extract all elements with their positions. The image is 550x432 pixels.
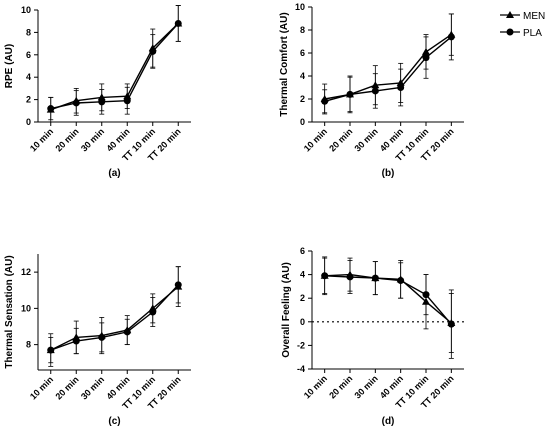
data-point-circle	[149, 47, 157, 55]
y-tick-label: 2	[300, 293, 305, 303]
y-tick-label: -2	[297, 340, 305, 350]
y-tick-label: 6	[300, 48, 305, 58]
y-axis-label: RPE (AU)	[4, 44, 15, 88]
data-point-circle	[422, 54, 430, 62]
x-tick-label: 20 min	[53, 374, 80, 401]
data-point-circle	[47, 346, 55, 354]
series-men	[46, 266, 183, 367]
y-axis-label: Thermal Comfort (AU)	[279, 12, 290, 116]
x-tick-label: 10 min	[28, 374, 55, 401]
panel-caption: (b)	[382, 168, 395, 179]
y-tick-label: 2	[26, 95, 31, 105]
data-point-circle	[397, 277, 405, 284]
x-tick-label: 30 min	[353, 126, 380, 153]
x-tick-label: 30 min	[79, 374, 106, 401]
legend-label-pla: PLA	[523, 28, 542, 39]
data-point-circle	[174, 19, 182, 27]
data-point-circle	[72, 337, 80, 345]
data-point-circle	[123, 328, 131, 336]
y-tick-label: 2	[300, 94, 305, 104]
y-tick-label: 12	[21, 267, 31, 277]
data-point-circle	[321, 97, 329, 105]
data-point-circle	[47, 105, 55, 113]
series-line	[50, 286, 179, 351]
y-tick-label: 0	[300, 317, 305, 327]
x-tick-label: 30 min	[353, 373, 380, 400]
legend-label-men: MEN	[523, 11, 545, 22]
y-tick-label: 4	[300, 71, 305, 81]
y-tick-label: 10	[21, 5, 31, 15]
data-point-circle	[321, 272, 329, 280]
series-line	[324, 273, 452, 324]
data-point-circle	[149, 308, 157, 316]
legend-marker-men	[506, 11, 514, 18]
y-tick-label: 10	[295, 2, 305, 12]
panel-caption: (c)	[108, 416, 120, 427]
y-tick-label: 10	[21, 303, 31, 313]
data-point-circle	[346, 273, 354, 281]
panel-caption: (d)	[382, 416, 395, 427]
data-point-circle	[371, 274, 379, 282]
y-axis-label: Thermal Sensation (AU)	[4, 255, 15, 368]
x-tick-label: 20 min	[327, 126, 354, 153]
x-tick-label: 30 min	[79, 126, 106, 153]
y-tick-label: -4	[297, 364, 305, 374]
y-axis-label: Overall Feeling (AU)	[281, 262, 292, 358]
x-tick-label: 10 min	[302, 126, 329, 153]
data-point-circle	[397, 84, 405, 91]
data-point-circle	[98, 98, 106, 106]
data-point-circle	[447, 320, 455, 328]
y-tick-label: 8	[26, 340, 31, 350]
x-tick-label: 10 min	[302, 373, 329, 400]
series-men	[320, 13, 456, 115]
x-tick-label: 20 min	[327, 373, 354, 400]
y-tick-label: 4	[300, 270, 305, 280]
series-line	[50, 22, 179, 110]
series-pla	[47, 266, 182, 364]
x-tick-label: 10 min	[28, 126, 55, 153]
series-line	[324, 275, 452, 325]
data-point-circle	[72, 99, 80, 107]
data-point-circle	[371, 87, 379, 95]
y-tick-label: 4	[26, 72, 31, 82]
data-point-circle	[422, 291, 430, 299]
x-tick-label: 20 min	[53, 126, 80, 153]
data-point-circle	[174, 281, 182, 289]
data-point-circle	[447, 33, 455, 41]
series-pla	[321, 256, 455, 359]
data-point-circle	[346, 90, 354, 98]
data-point-circle	[98, 333, 106, 341]
data-point-circle	[123, 97, 131, 105]
series-line	[324, 36, 452, 102]
series-pla	[47, 5, 182, 121]
legend: MEN PLA	[500, 11, 545, 39]
y-tick-label: 0	[26, 117, 31, 127]
legend-marker-pla	[506, 28, 514, 36]
y-tick-label: 6	[300, 246, 305, 256]
y-tick-label: 8	[26, 27, 31, 37]
legend-item-pla: PLA	[500, 28, 542, 39]
y-tick-label: 6	[26, 50, 31, 60]
panel-caption: (a)	[108, 168, 120, 179]
series-pla	[321, 13, 455, 114]
y-tick-label: 0	[300, 117, 305, 127]
series-line	[50, 284, 179, 351]
series-line	[50, 22, 179, 111]
legend-item-men: MEN	[500, 11, 545, 22]
y-tick-label: 8	[300, 25, 305, 35]
